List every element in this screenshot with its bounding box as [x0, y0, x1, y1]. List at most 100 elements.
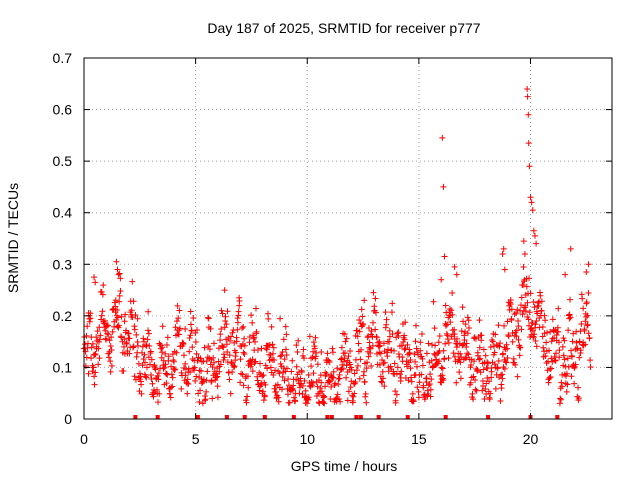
data-point	[542, 352, 549, 359]
data-point	[297, 375, 304, 382]
data-point	[254, 377, 261, 384]
data-point	[347, 384, 354, 391]
data-point	[520, 282, 527, 289]
data-point	[457, 375, 464, 382]
data-point	[358, 346, 365, 353]
data-point	[457, 350, 464, 357]
axis-ticks	[83, 57, 612, 420]
data-point	[543, 329, 550, 336]
data-point	[91, 381, 98, 388]
data-point	[219, 310, 226, 317]
data-point	[310, 339, 317, 346]
data-point	[379, 368, 386, 375]
data-point	[145, 308, 152, 315]
data-point	[526, 163, 533, 170]
data-point	[291, 394, 298, 401]
data-point	[412, 338, 419, 345]
data-point	[519, 311, 526, 318]
data-point	[95, 338, 102, 345]
data-point	[276, 370, 283, 377]
data-point	[180, 341, 187, 348]
data-point	[116, 298, 123, 305]
data-point	[404, 341, 411, 348]
baseline-marker	[358, 415, 363, 419]
data-point	[386, 327, 393, 334]
data-point	[163, 380, 170, 387]
x-axis-title: GPS time / hours	[291, 458, 398, 474]
data-point	[487, 344, 494, 351]
baseline-marker	[329, 415, 334, 419]
data-point	[270, 372, 277, 379]
data-point	[171, 366, 178, 373]
data-point	[107, 358, 114, 365]
data-point	[411, 351, 418, 358]
data-point	[221, 287, 228, 294]
data-point	[522, 302, 529, 309]
data-point	[310, 379, 317, 386]
data-point	[317, 385, 324, 392]
data-point	[537, 292, 544, 299]
data-point	[112, 303, 119, 310]
data-point	[575, 395, 582, 402]
data-point	[482, 385, 489, 392]
data-point	[114, 266, 121, 273]
data-point	[179, 339, 186, 346]
data-point	[559, 343, 566, 350]
data-point	[293, 363, 300, 370]
data-point	[208, 378, 215, 385]
data-point	[585, 330, 592, 337]
data-point	[168, 371, 175, 378]
data-point	[191, 364, 198, 371]
data-point	[104, 322, 111, 329]
data-point	[493, 341, 500, 348]
data-point	[451, 330, 458, 337]
data-point	[202, 396, 209, 403]
data-point	[96, 355, 103, 362]
data-point	[427, 371, 434, 378]
data-point	[525, 111, 532, 118]
data-point	[256, 387, 263, 394]
data-point	[408, 374, 415, 381]
data-point	[214, 394, 221, 401]
data-point	[176, 325, 183, 332]
data-point	[305, 371, 312, 378]
data-point	[143, 364, 150, 371]
data-point	[256, 383, 263, 390]
data-point	[384, 353, 391, 360]
data-point	[527, 194, 534, 201]
data-point	[91, 351, 98, 358]
data-point	[508, 306, 515, 313]
data-point	[354, 327, 361, 334]
data-point	[504, 318, 511, 325]
data-point	[193, 373, 200, 380]
data-point	[500, 245, 507, 252]
data-point	[500, 350, 507, 357]
data-point	[159, 323, 166, 330]
data-point	[99, 308, 106, 315]
data-point	[448, 307, 455, 314]
data-point	[323, 371, 330, 378]
data-point	[560, 335, 567, 342]
data-point	[184, 390, 191, 397]
data-point	[251, 359, 258, 366]
data-point	[330, 368, 337, 375]
data-point	[194, 327, 201, 334]
data-point	[484, 375, 491, 382]
data-point	[488, 368, 495, 375]
x-tick-label: 5	[192, 431, 200, 447]
data-point	[88, 355, 95, 362]
data-point	[156, 390, 163, 397]
data-point	[143, 374, 150, 381]
data-point	[436, 358, 443, 365]
data-point	[298, 368, 305, 375]
data-point	[486, 396, 493, 403]
data-point	[196, 399, 203, 406]
data-point	[131, 373, 138, 380]
data-point	[376, 338, 383, 345]
data-point	[326, 378, 333, 385]
data-point	[237, 356, 244, 363]
data-point	[236, 294, 243, 301]
data-point	[313, 350, 320, 357]
data-point	[393, 391, 400, 398]
data-point	[138, 381, 145, 388]
